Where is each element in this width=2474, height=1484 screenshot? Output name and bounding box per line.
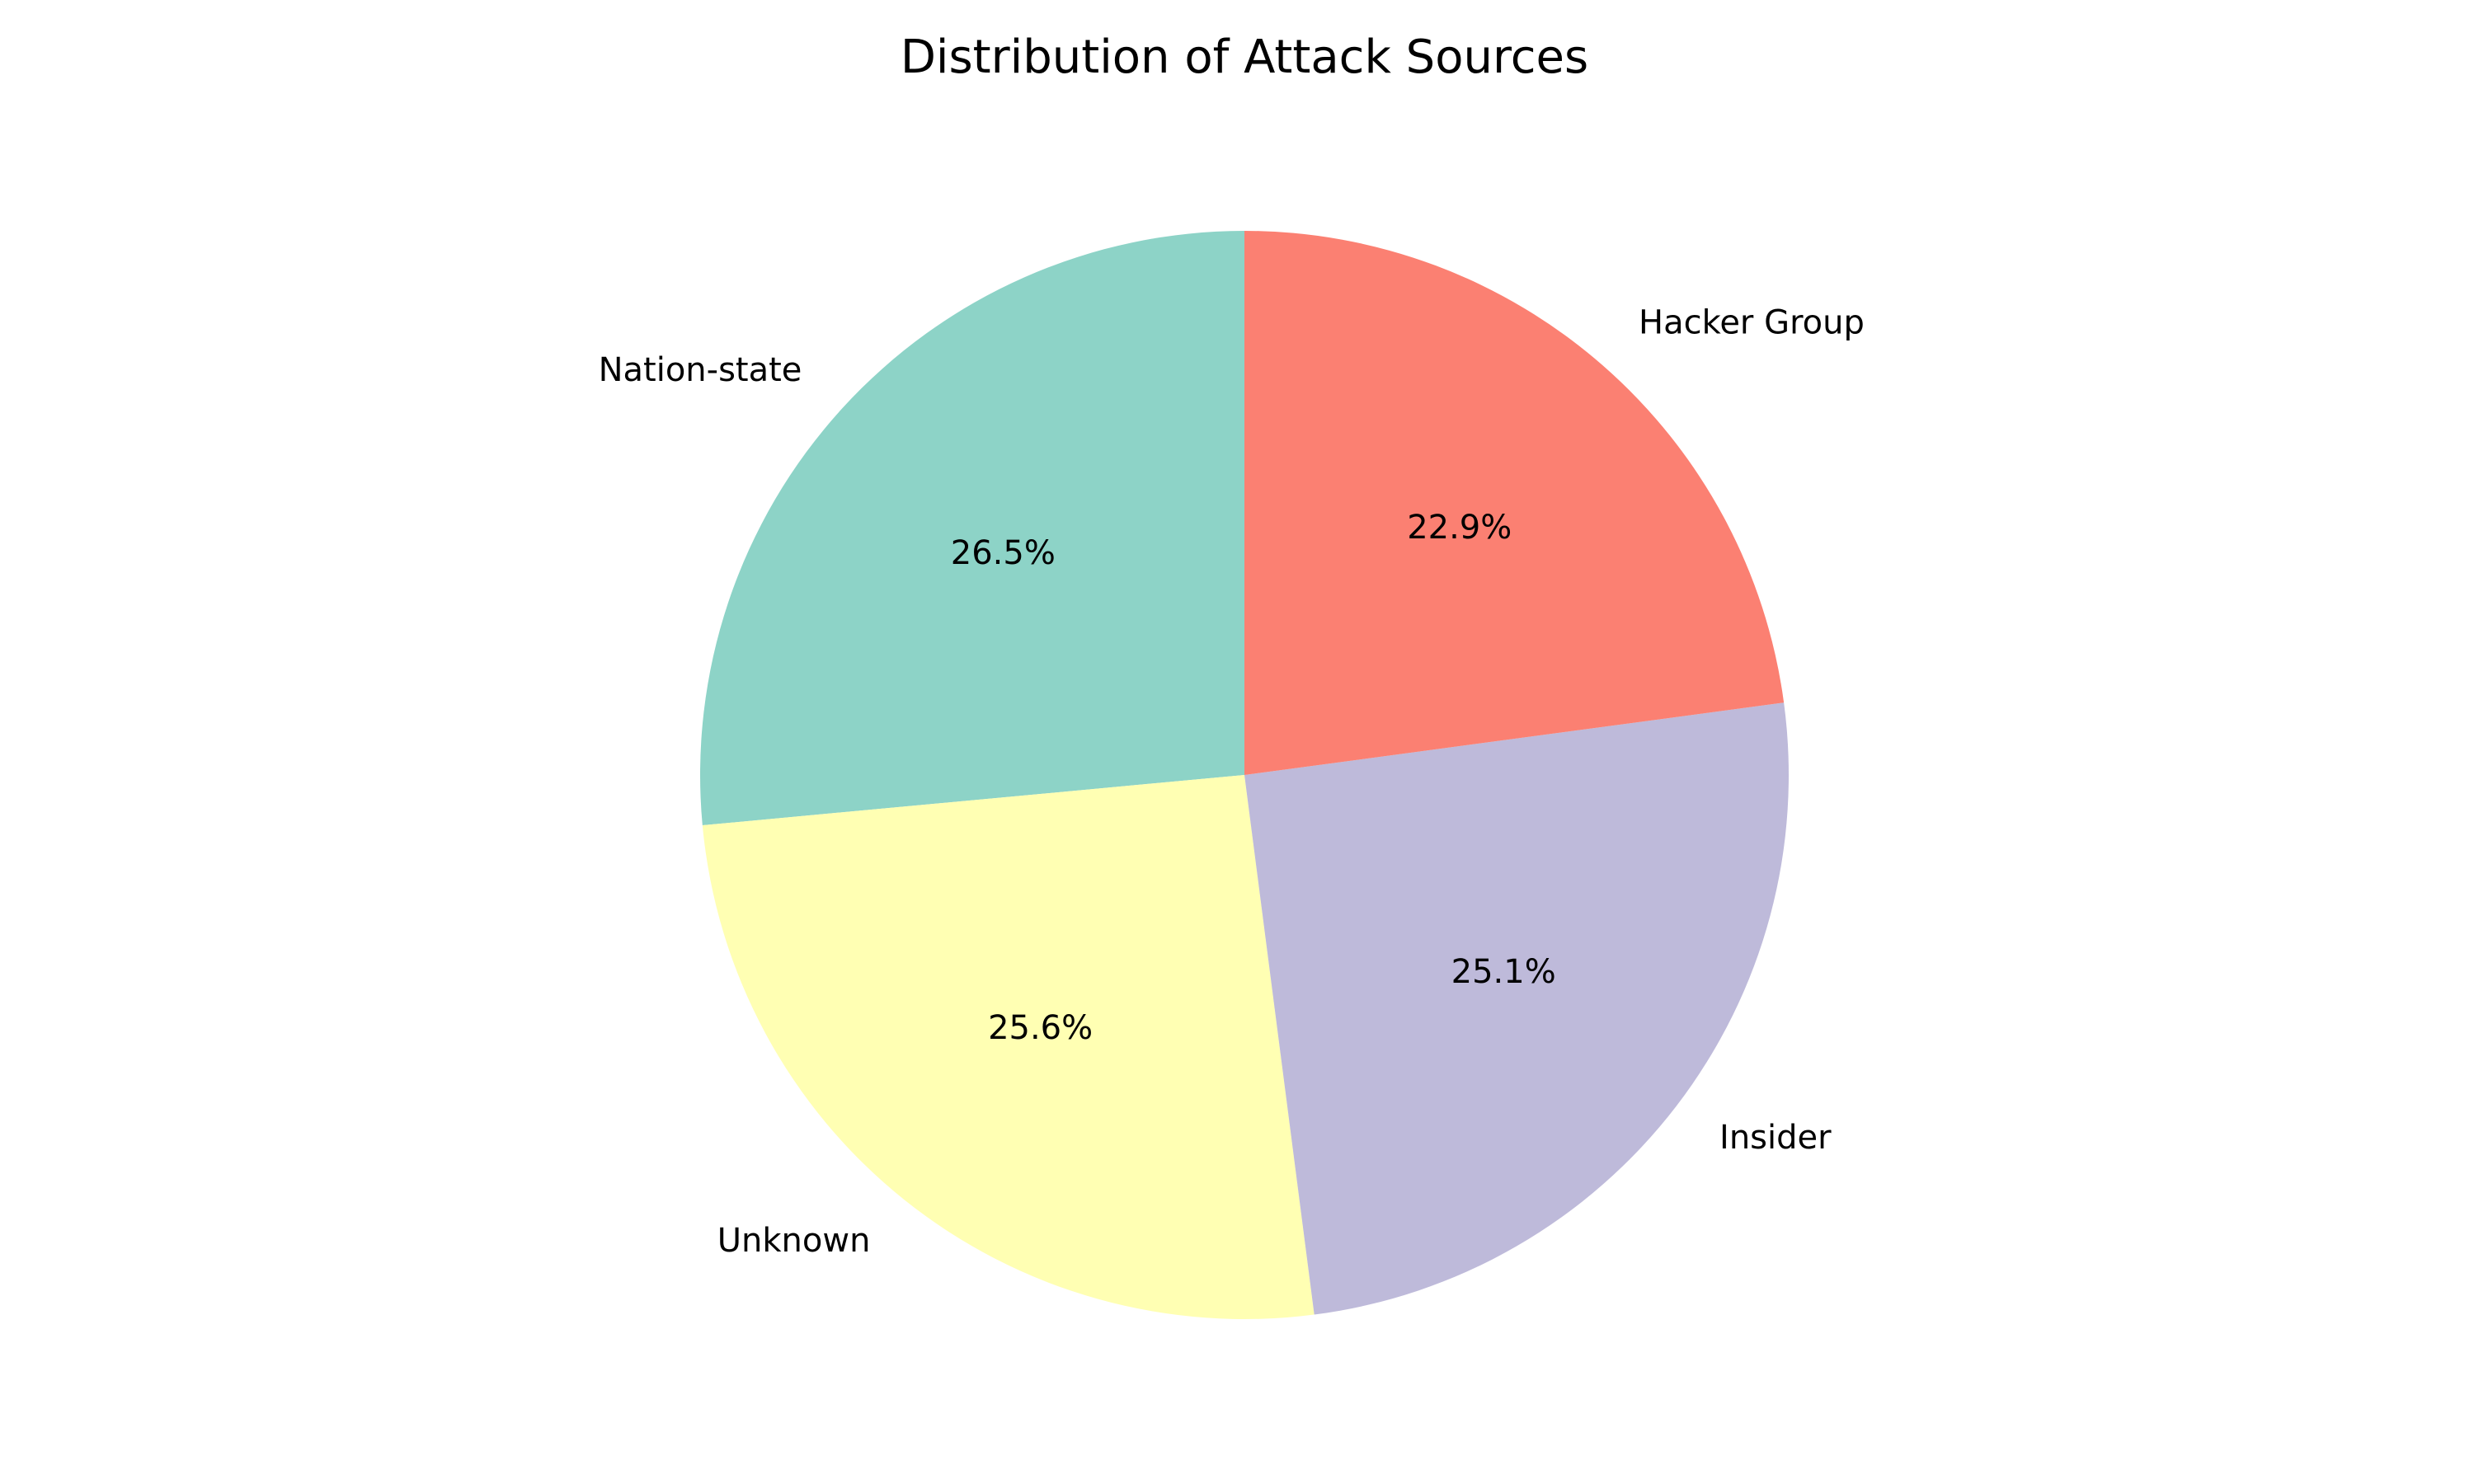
percent-label-unknown: 25.6% [988, 1009, 1093, 1047]
pie-slice-nation-state [700, 231, 1244, 826]
category-label-hacker-group: Hacker Group [1639, 304, 1865, 342]
percent-label-hacker-group: 22.9% [1407, 509, 1512, 547]
category-label-insider: Insider [1719, 1119, 1832, 1157]
category-label-nation-state: Nation-state [599, 351, 802, 389]
pie-slice-insider [1244, 702, 1790, 1315]
percent-label-nation-state: 26.5% [951, 534, 1056, 572]
chart-title: Distribution of Attack Sources [901, 31, 1588, 84]
percent-label-insider: 25.1% [1451, 953, 1556, 991]
percent-labels: 26.5% 25.6% 25.1% 22.9% [951, 509, 1556, 1047]
pie-slice-hacker-group [1244, 231, 1785, 775]
category-label-unknown: Unknown [717, 1222, 871, 1260]
pie-slices [700, 231, 1790, 1319]
pie-slice-unknown [702, 775, 1315, 1319]
category-labels: Nation-state Unknown Insider Hacker Group [599, 304, 1865, 1260]
